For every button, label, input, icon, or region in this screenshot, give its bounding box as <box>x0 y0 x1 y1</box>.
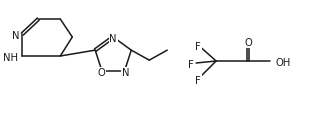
Text: O: O <box>244 38 252 48</box>
Text: F: F <box>195 42 201 52</box>
Text: N: N <box>12 31 19 41</box>
Text: NH: NH <box>3 53 18 62</box>
Text: N: N <box>122 68 129 78</box>
Text: O: O <box>97 68 105 78</box>
Text: F: F <box>195 75 201 85</box>
Text: OH: OH <box>275 58 290 67</box>
Text: F: F <box>188 59 194 69</box>
Text: N: N <box>109 34 117 44</box>
